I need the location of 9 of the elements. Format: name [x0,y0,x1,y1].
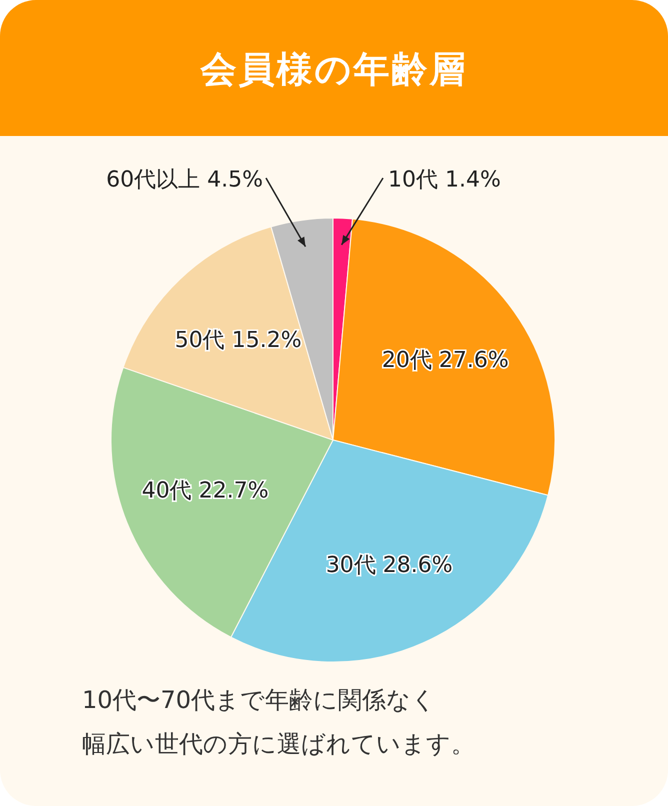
slice-label: 50代 15.2% [174,328,302,353]
slice-label: 40代 22.7% [142,478,269,504]
slice-label: 60代以上 4.5% [106,168,263,192]
chart-title: 会員様の年齢層 [200,50,468,90]
slice-label: 30代 28.6% [326,553,453,578]
slice-label: 20代 27.6% [382,348,509,374]
text: 10代〜70代まで年齢に関係なく [82,686,436,714]
slice-label: 10代 1.4% [388,168,501,192]
text: 幅広い世代の方に選ばれています。 [82,730,475,758]
